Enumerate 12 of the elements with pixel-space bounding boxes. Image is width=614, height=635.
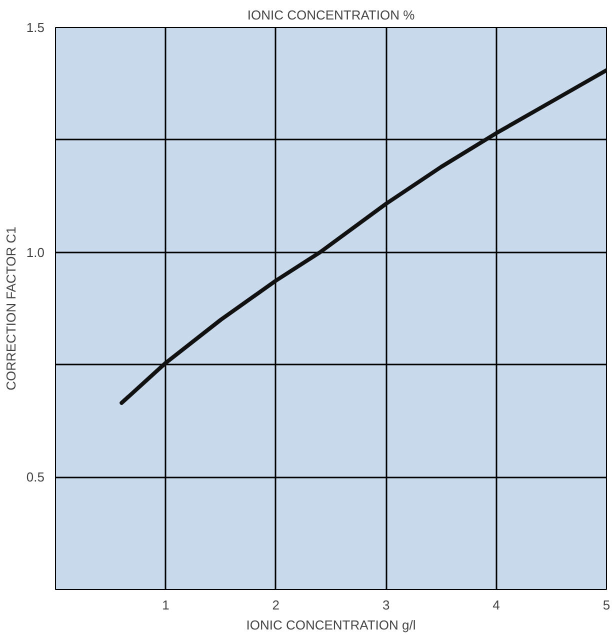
line-series <box>120 68 606 405</box>
chart-title: IONIC CONCENTRATION % <box>247 8 416 22</box>
x-tick-label: 3 <box>382 598 390 612</box>
x-axis-title: IONIC CONCENTRATION g/l <box>246 618 416 632</box>
y-tick-label: 1.0 <box>26 244 45 260</box>
y-tick-label: 0.5 <box>26 470 45 485</box>
x-tick-label: 1 <box>162 598 170 612</box>
x-tick-label: 5 <box>602 598 610 612</box>
x-tick-label: 2 <box>272 598 280 612</box>
y-tick-label: 1.5 <box>26 20 45 35</box>
y-axis-title: CORRECTION FACTOR C1 <box>3 226 18 390</box>
x-tick-label: 4 <box>492 598 500 612</box>
